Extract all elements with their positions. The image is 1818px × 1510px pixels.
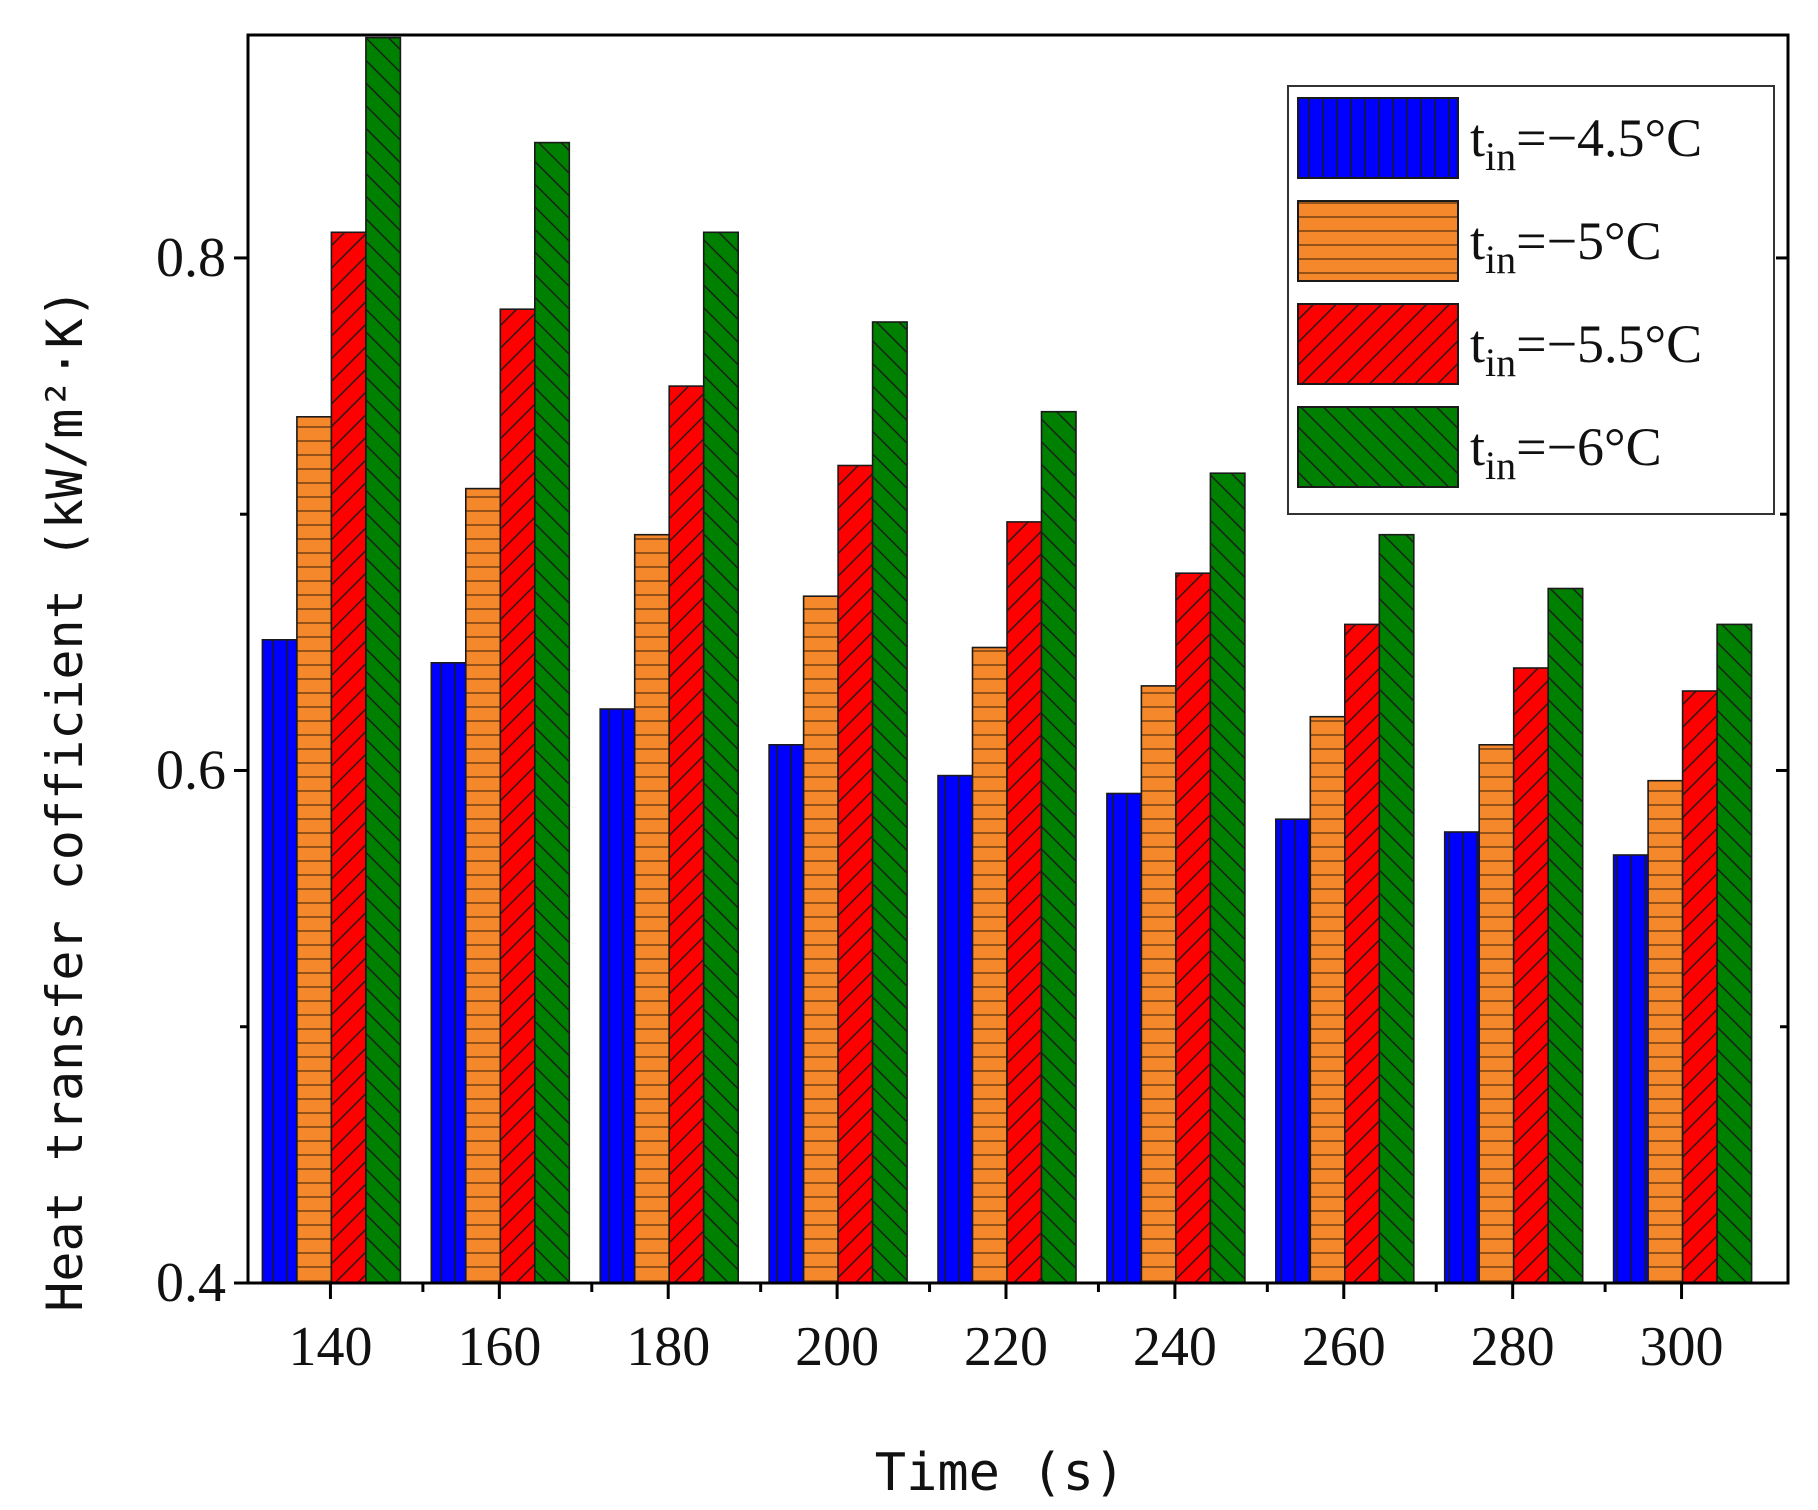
- bar-slash-240: [1209, 472, 1246, 1284]
- legend-swatch: [1297, 303, 1459, 385]
- bar-horizontal-280: [1478, 743, 1515, 1284]
- y-tick-label: 0.4: [156, 1252, 226, 1314]
- bar-vertical-200: [768, 743, 805, 1284]
- bar-slash-160: [533, 141, 571, 1284]
- bar-vertical-280: [1443, 831, 1480, 1284]
- bar-horizontal-160: [464, 487, 502, 1284]
- legend: tin=−4.5°C tin=−5°C tin=−5.5°C tin=−6°C: [1287, 85, 1775, 515]
- y-tick-label: 0.8: [156, 227, 226, 289]
- bar-horizontal-180: [633, 533, 671, 1284]
- bar-vertical-180: [599, 708, 636, 1284]
- bar-slash-220: [1040, 410, 1077, 1284]
- legend-label: tin=−4.5°C: [1470, 108, 1702, 179]
- plot-frame: [246, 33, 1790, 1285]
- legend-label: tin=−6°C: [1470, 417, 1662, 488]
- x-tick-label: 140: [288, 1316, 372, 1378]
- bar-backslash-240: [1175, 572, 1212, 1284]
- bar-horizontal-200: [802, 595, 839, 1284]
- bars-group: [261, 36, 1753, 1284]
- bar-vertical-220: [937, 774, 974, 1284]
- bar-slash-180: [702, 231, 740, 1284]
- legend-swatch: [1297, 200, 1459, 282]
- bar-horizontal-260: [1309, 715, 1346, 1284]
- bar-backslash-180: [668, 385, 705, 1284]
- x-tick-label: 180: [626, 1316, 710, 1378]
- bar-backslash-300: [1681, 690, 1718, 1284]
- bar-vertical-240: [1106, 792, 1143, 1284]
- bar-slash-260: [1378, 533, 1415, 1284]
- x-tick-label: 300: [1640, 1316, 1724, 1378]
- x-tick-label: 220: [964, 1316, 1048, 1378]
- bar-backslash-200: [837, 464, 874, 1284]
- x-tick-label: 200: [795, 1316, 879, 1378]
- bar-horizontal-220: [971, 646, 1008, 1284]
- x-tick-label: 240: [1133, 1316, 1217, 1378]
- bar-vertical-140: [261, 638, 298, 1284]
- legend-swatch: [1297, 97, 1459, 179]
- x-tick-label: 260: [1302, 1316, 1386, 1378]
- bar-horizontal-300: [1647, 779, 1684, 1284]
- bar-horizontal-140: [296, 415, 333, 1284]
- axes-group: [246, 33, 1790, 1285]
- bar-vertical-300: [1612, 854, 1649, 1284]
- x-tick-label: 160: [457, 1316, 541, 1378]
- legend-label: tin=−5°C: [1470, 211, 1662, 282]
- bar-slash-280: [1547, 587, 1584, 1284]
- bar-backslash-140: [330, 231, 367, 1284]
- bar-vertical-260: [1275, 818, 1312, 1284]
- legend-label: tin=−5.5°C: [1470, 314, 1702, 385]
- bar-backslash-260: [1344, 623, 1381, 1284]
- bar-slash-200: [871, 321, 908, 1284]
- legend-swatch: [1297, 406, 1459, 488]
- bar-backslash-280: [1512, 667, 1549, 1284]
- bar-vertical-160: [430, 661, 467, 1284]
- ticks-group: 0.4 0.6 0.8 140 160 180 200 220 240 260 280 300: [156, 227, 1788, 1378]
- bar-slash-140: [365, 36, 402, 1284]
- bar-slash-300: [1716, 623, 1753, 1284]
- bar-backslash-160: [499, 308, 536, 1284]
- y-axis-label: Heat transfer cofficient (kW/m²·K): [36, 288, 94, 1312]
- bar-backslash-220: [1006, 521, 1043, 1284]
- y-tick-label: 0.6: [156, 739, 226, 801]
- x-tick-label: 280: [1471, 1316, 1555, 1378]
- bar-horizontal-240: [1140, 685, 1177, 1284]
- x-axis-label: Time (s): [875, 1443, 1125, 1503]
